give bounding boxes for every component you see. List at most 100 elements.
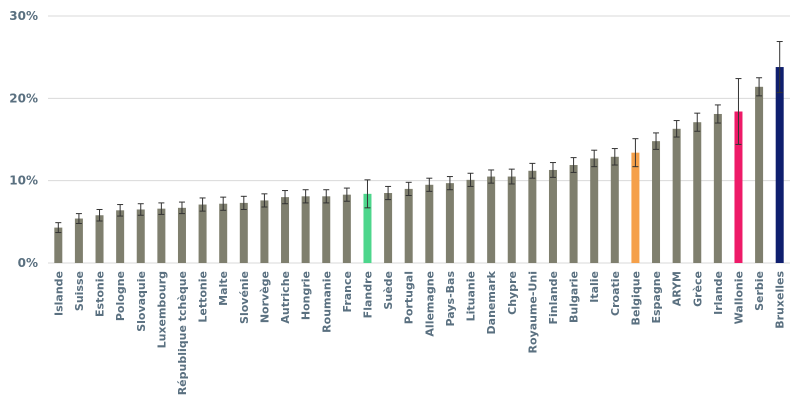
bar — [610, 156, 619, 263]
bar — [672, 128, 681, 263]
bar — [198, 204, 207, 263]
x-category-label: Slovénie — [238, 271, 251, 324]
x-category-label: ARYM — [671, 271, 684, 306]
x-category-label: Hongrie — [300, 271, 313, 320]
error-bar — [467, 172, 474, 187]
bar — [425, 184, 434, 263]
error-bar — [220, 196, 227, 211]
x-category-label: Royaume-Uni — [526, 271, 539, 353]
x-category-label: Slovaquie — [135, 271, 148, 332]
error-bar — [323, 189, 330, 204]
error-bar — [591, 149, 598, 168]
gridlines — [48, 15, 790, 264]
bar — [569, 165, 578, 263]
x-category-label: Lituanie — [465, 271, 478, 321]
error-bar — [96, 208, 103, 222]
x-category-label: Autriche — [279, 271, 292, 324]
bar — [54, 227, 63, 263]
bar — [157, 208, 166, 263]
x-category-label: Suisse — [73, 271, 86, 311]
error-bar — [714, 104, 721, 124]
bar — [136, 209, 145, 263]
bar — [713, 113, 722, 263]
error-bar — [240, 195, 247, 210]
x-category-label: Lettonie — [197, 271, 210, 323]
bar — [590, 158, 599, 263]
bar — [74, 218, 83, 263]
error-bar — [178, 201, 185, 215]
x-category-label: Portugal — [403, 271, 416, 324]
x-category-label: Belgique — [629, 271, 642, 325]
error-bar — [673, 120, 680, 138]
x-category-label: Danemark — [485, 270, 498, 334]
bar — [528, 170, 537, 263]
error-bar — [776, 41, 783, 94]
bar — [487, 176, 496, 263]
bar — [219, 203, 228, 263]
x-category-label: Suède — [382, 271, 395, 310]
error-bar — [261, 193, 268, 208]
bar — [342, 194, 351, 263]
y-tick-label: 30% — [9, 9, 38, 23]
error-bar — [488, 169, 495, 184]
x-category-label: Pays-Bas — [444, 271, 457, 327]
x-category-label: Roumanie — [320, 271, 333, 333]
error-bar — [611, 148, 618, 166]
x-category-label: France — [341, 271, 354, 312]
error-bar — [446, 176, 453, 191]
y-axis-tick-labels: 0% 10% 20% 30% — [9, 9, 38, 270]
error-bar — [199, 197, 206, 212]
error-bar — [570, 157, 577, 173]
bar — [95, 215, 104, 263]
x-category-label: Serbie — [753, 271, 766, 311]
error-bar — [158, 202, 165, 215]
x-category-label: Croatie — [609, 271, 622, 316]
bar — [301, 196, 310, 263]
bar — [177, 207, 186, 263]
bar — [755, 86, 764, 263]
error-bar — [549, 162, 556, 178]
y-tick-label: 0% — [18, 256, 38, 270]
bar — [507, 176, 516, 263]
y-tick-label: 20% — [9, 91, 38, 105]
x-category-label: Wallonie — [732, 271, 745, 324]
x-category-label: Grèce — [691, 271, 704, 307]
x-category-label: Islande — [52, 271, 65, 316]
x-axis-category-labels: Islande Suisse Estonie Pologne Slovaquie Luxe… — [52, 270, 786, 395]
bar — [322, 196, 331, 263]
error-bar — [405, 181, 412, 196]
error-bar — [282, 190, 289, 205]
error-bar — [756, 77, 763, 97]
x-category-label: Malte — [217, 271, 230, 306]
x-category-label: Espagne — [650, 271, 663, 324]
bar — [239, 202, 248, 263]
x-category-label: Norvège — [258, 271, 271, 323]
y-tick-label: 10% — [9, 174, 38, 188]
error-bar — [364, 179, 371, 209]
error-bar — [426, 177, 433, 192]
x-category-label: Italie — [588, 271, 601, 303]
bar — [116, 210, 125, 263]
bar — [260, 200, 269, 263]
bar — [281, 197, 290, 263]
error-bar — [653, 132, 660, 150]
error-bar — [529, 162, 536, 179]
bar — [652, 141, 661, 263]
x-category-label: Bulgarie — [568, 271, 581, 323]
x-category-label: Pologne — [114, 271, 127, 321]
error-bar — [55, 222, 62, 234]
bar — [445, 183, 454, 263]
error-bar — [117, 204, 124, 217]
error-bar — [735, 78, 742, 145]
error-bar — [343, 187, 350, 202]
error-bar — [508, 168, 515, 185]
bar — [404, 188, 413, 263]
bar — [631, 152, 640, 263]
bar — [363, 193, 372, 263]
bar — [466, 179, 475, 263]
x-category-label: République tchèque — [176, 271, 189, 395]
error-bar — [385, 185, 392, 201]
bar — [734, 111, 743, 263]
error-bar — [632, 138, 639, 168]
